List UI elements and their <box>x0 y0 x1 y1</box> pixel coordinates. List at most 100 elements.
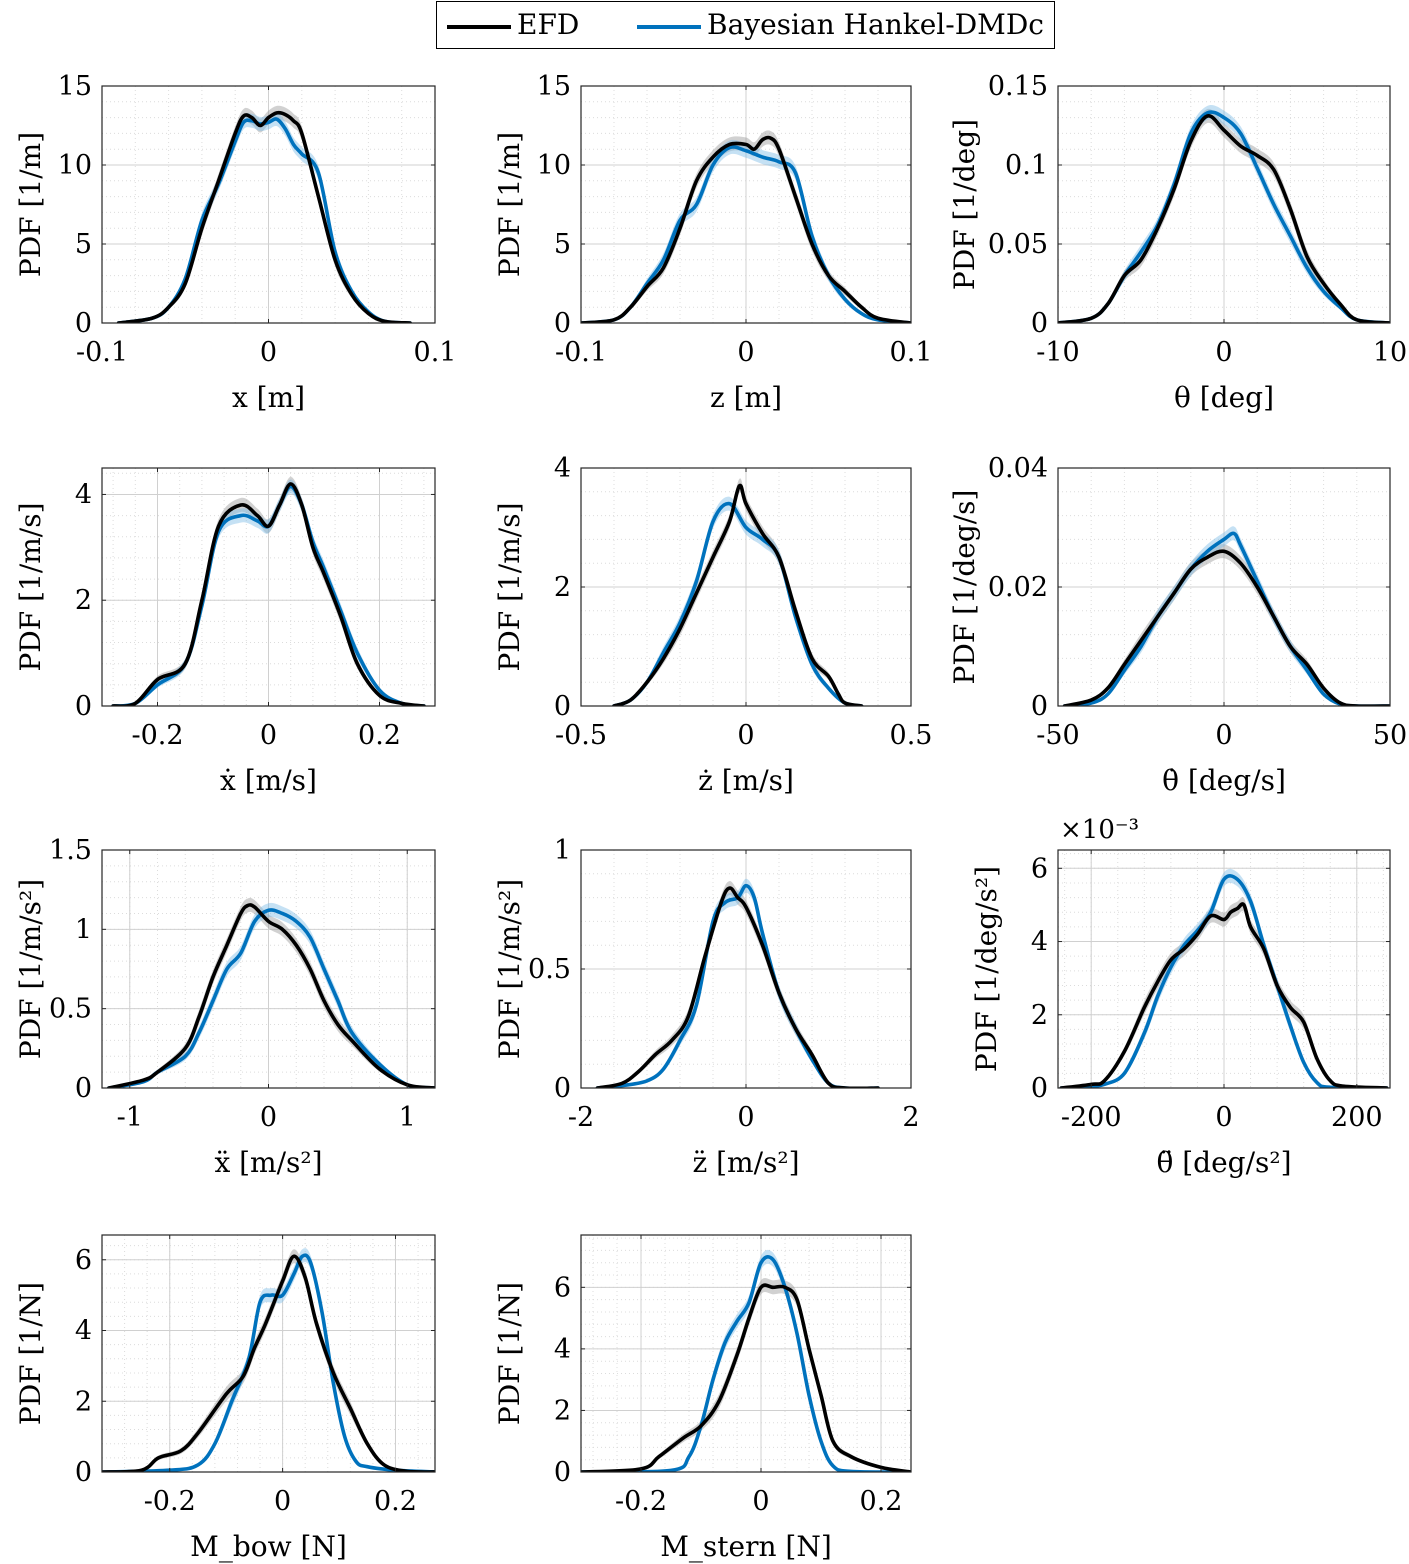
efd-pdf-line <box>581 135 911 323</box>
y-tick-label: 0 <box>1031 691 1048 722</box>
efd-uncertainty-band <box>597 881 878 1088</box>
x-tick-label: -0.2 <box>144 1486 196 1517</box>
y-axis-label: PDF [1/m/s²] <box>14 879 47 1059</box>
x-tick-label: -2 <box>568 1102 594 1133</box>
panel-thetaddot: -200 0 200 0 2 4 6 θ̈ [deg/s²] PDF [1/deg/s²] ×10… <box>970 815 1391 1179</box>
panel-xdot: -0.2 0 0.2 0 2 4 ẋ [m/s] PDF [1/m/s] <box>14 467 436 797</box>
y-tick-label: 0.15 <box>988 71 1048 102</box>
y-tick-label: 1 <box>75 914 92 945</box>
x-tick-label: 0.2 <box>358 720 401 751</box>
legend: EFD Bayesian Hankel-DMDc <box>436 1 1055 49</box>
x-axis-label: z̈ [m/s²] <box>692 1146 799 1179</box>
axes-box <box>101 1234 436 1473</box>
y-tick-label: 4 <box>554 1334 571 1365</box>
x-tick-label: -0.1 <box>76 337 128 368</box>
y-tick-label: 6 <box>75 1245 92 1276</box>
legend-model-line <box>637 25 701 29</box>
panel-zddot: -2 0 200.51z̈ [m/s²]PDF [1/m/s²] <box>493 835 920 1179</box>
y-tick-label: 2 <box>75 585 92 616</box>
y-tick-label: 0 <box>1031 308 1048 339</box>
y-tick-label: 0 <box>554 1073 571 1104</box>
x-tick-label: -50 <box>1036 720 1079 751</box>
y-tick-label: 15 <box>58 71 92 102</box>
panel-xddot: -1 0 1 0 0.5 1 1.5 ẍ [m/s²] PDF [1/m/s²] <box>14 835 436 1179</box>
x-tick-label: -0.2 <box>131 720 183 751</box>
y-tick-label: 0.5 <box>528 954 571 985</box>
y-tick-label: 5 <box>554 229 571 260</box>
efd-pdf-line <box>102 1254 435 1472</box>
y-tick-label: 0 <box>75 1073 92 1104</box>
x-tick-label: -200 <box>1061 1102 1122 1133</box>
x-axis-label: M_bow [N] <box>190 1530 347 1563</box>
y-tick-label: 10 <box>537 150 571 181</box>
model-uncertainty-band <box>118 111 411 323</box>
y-axis-label: PDF [1/deg] <box>948 119 981 290</box>
y-tick-label: 2 <box>554 572 571 603</box>
y-tick-label: 0.5 <box>49 994 92 1025</box>
model-uncertainty-band <box>597 878 878 1088</box>
efd-pdf-line <box>1062 549 1390 706</box>
efd-uncertainty-band <box>102 1249 435 1472</box>
y-tick-label: 0 <box>554 1457 571 1488</box>
plot-area <box>1058 105 1390 323</box>
plot-area <box>102 1248 435 1472</box>
plot-area <box>1059 868 1389 1088</box>
efd-pdf-line <box>612 483 864 706</box>
y-tick-label: 0 <box>1031 1073 1048 1104</box>
efd-pdf-line <box>1058 114 1390 323</box>
y-tick-label: 2 <box>75 1386 92 1417</box>
y-tick-label: 2 <box>554 1395 571 1426</box>
plot-area <box>612 478 864 706</box>
x-tick-label: 50 <box>1373 720 1407 751</box>
x-tick-label: 0 <box>260 337 277 368</box>
y-tick-label: 2 <box>1031 1000 1048 1031</box>
model-pdf-line <box>102 1253 435 1472</box>
plot-area <box>1062 526 1390 706</box>
x-tick-label: 0 <box>260 1102 277 1133</box>
x-tick-label: 0 <box>737 720 754 751</box>
y-axis-label: PDF [1/m] <box>14 132 47 277</box>
y-tick-label: 0 <box>75 691 92 722</box>
y-tick-label: 5 <box>75 229 92 260</box>
model-pdf-line <box>1059 874 1389 1088</box>
x-tick-label: 0 <box>1215 1102 1232 1133</box>
y-tick-label: 4 <box>554 453 571 484</box>
x-tick-label: 0 <box>1215 720 1232 751</box>
x-axis-label: θ [deg] <box>1174 381 1274 414</box>
x-axis-label: θ̈ [deg/s²] <box>1156 1146 1291 1179</box>
x-axis-label: θ̇ [deg/s] <box>1162 764 1286 797</box>
y-axis-label: PDF [1/deg/s²] <box>970 866 1003 1072</box>
x-axis-label: x [m] <box>232 381 305 414</box>
x-tick-label: 0 <box>737 1102 754 1133</box>
model-pdf-line <box>107 908 435 1088</box>
x-tick-label: 0.2 <box>860 1486 903 1517</box>
x-axis-label: ẋ [m/s] <box>220 764 317 797</box>
efd-pdf-line <box>1059 902 1389 1088</box>
x-tick-label: 0 <box>737 337 754 368</box>
y-axis-label: PDF [1/m/s²] <box>493 879 526 1059</box>
y-tick-label: 6 <box>554 1272 571 1303</box>
x-tick-label: -10 <box>1036 337 1079 368</box>
y-axis-label: PDF [1/N] <box>14 1282 47 1425</box>
y-tick-label: 0.05 <box>988 229 1048 260</box>
y-axis-label: PDF [1/deg/s] <box>948 490 981 685</box>
efd-pdf-line <box>595 886 880 1088</box>
y-axis-label: PDF [1/m/s] <box>14 502 47 671</box>
x-tick-label: 0.2 <box>374 1486 417 1517</box>
y-tick-label: 0 <box>75 308 92 339</box>
plot-area <box>595 878 880 1088</box>
x-tick-label: 0.1 <box>414 337 457 368</box>
x-axis-label: M_stern [N] <box>660 1530 832 1563</box>
x-axis-label: ẍ [m/s²] <box>214 1146 322 1179</box>
y-tick-label: 6 <box>1031 853 1048 884</box>
y-tick-label: 10 <box>58 150 92 181</box>
x-tick-label: 0 <box>260 720 277 751</box>
legend-model-label: Bayesian Hankel-DMDc <box>707 8 1044 41</box>
panel-mbow: -0.2 0 0.2 0 2 4 6 M_bow [N] PDF [1/N] <box>14 1234 436 1563</box>
